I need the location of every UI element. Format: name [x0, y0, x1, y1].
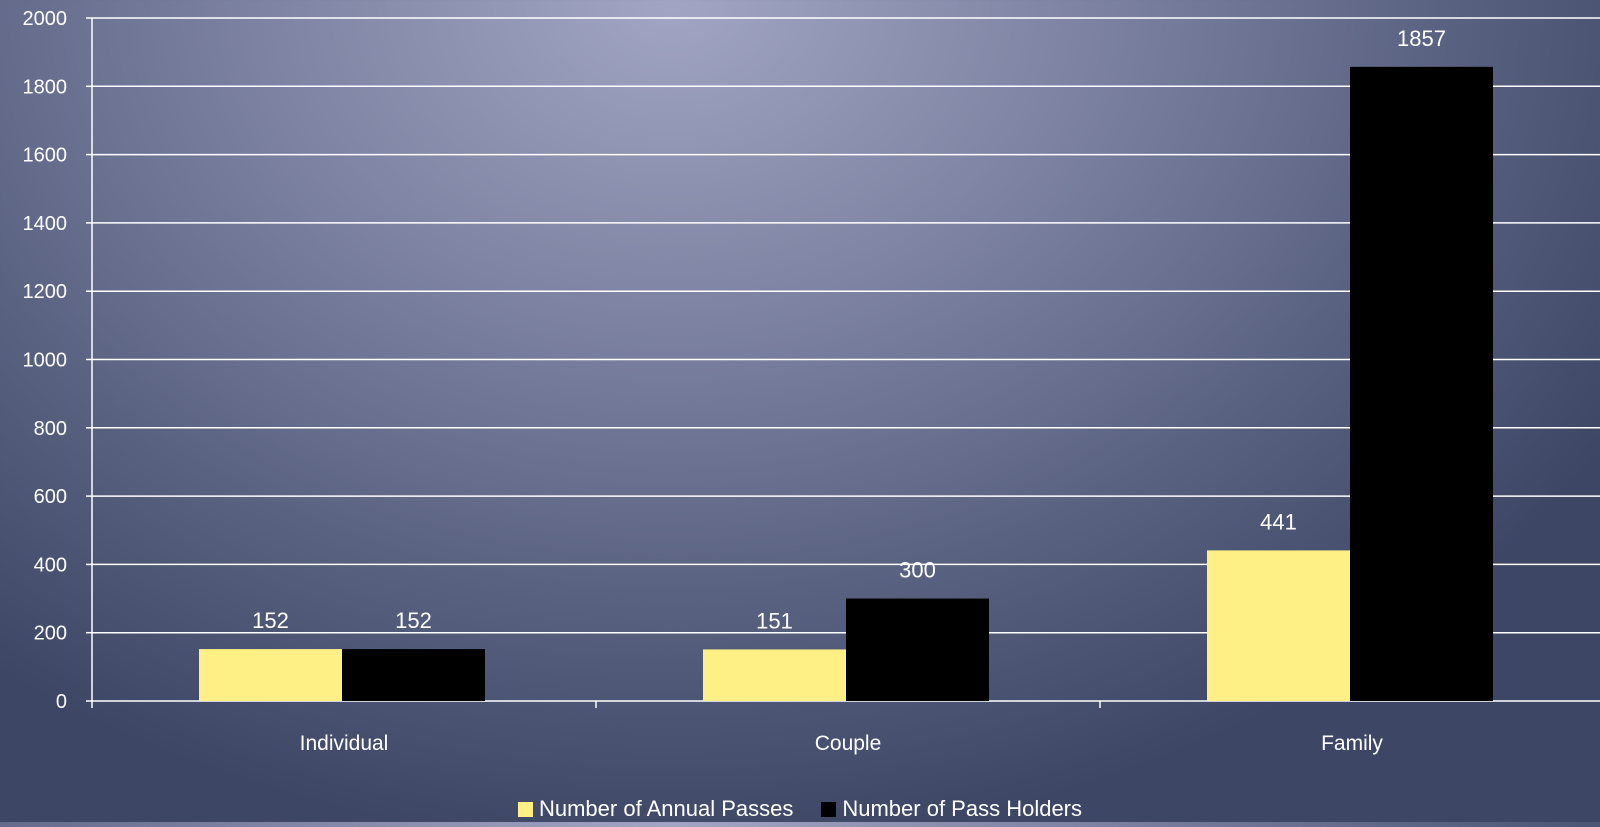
data-label: 152 — [395, 608, 432, 633]
legend-item-pass-holders: Number of Pass Holders — [821, 798, 1082, 820]
y-tick-label: 800 — [34, 418, 67, 440]
bar — [1207, 550, 1350, 701]
data-label: 151 — [756, 608, 793, 633]
legend: Number of Annual Passes Number of Pass H… — [0, 798, 1600, 820]
legend-swatch-pass-holders — [821, 801, 837, 817]
y-tick-label: 2000 — [23, 8, 68, 30]
legend-label-annual-passes: Number of Annual Passes — [538, 796, 794, 821]
legend-swatch-annual-passes — [517, 801, 533, 817]
y-tick-label: 200 — [34, 623, 67, 645]
bar — [846, 598, 989, 701]
x-category-label: Family — [1321, 732, 1383, 755]
bar — [199, 649, 342, 701]
legend-item-annual-passes: Number of Annual Passes — [517, 796, 794, 821]
bar — [703, 649, 846, 701]
bar — [342, 649, 485, 701]
legend-label-pass-holders: Number of Pass Holders — [842, 796, 1083, 821]
data-label: 152 — [252, 608, 289, 633]
bar — [1350, 66, 1493, 702]
x-category-label: Individual — [300, 732, 389, 755]
x-category-label: Couple — [815, 732, 882, 755]
y-tick-label: 600 — [34, 486, 67, 508]
y-tick-label: 1600 — [23, 145, 68, 167]
data-label: 441 — [1260, 509, 1297, 534]
data-label: 300 — [899, 558, 936, 583]
y-tick-label: 1400 — [23, 213, 68, 235]
data-label: 1857 — [1397, 26, 1446, 51]
y-tick-label: 1000 — [23, 350, 68, 372]
y-tick-label: 1800 — [23, 76, 68, 98]
y-tick-label: 0 — [56, 691, 67, 713]
y-tick-label: 1200 — [23, 281, 68, 303]
y-tick-label: 400 — [34, 554, 67, 576]
